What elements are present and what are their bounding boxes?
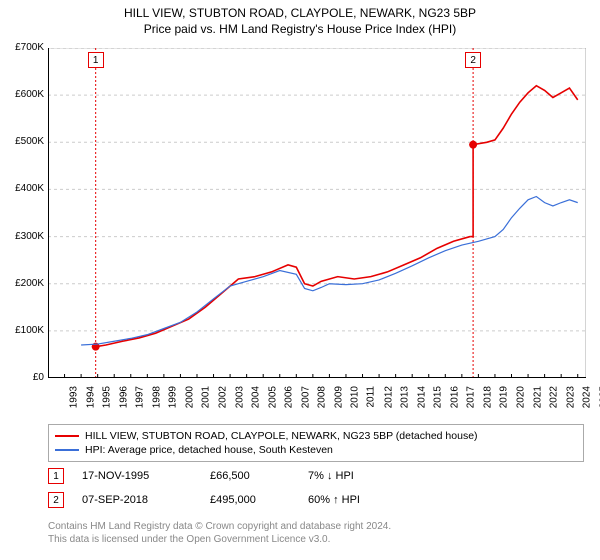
event-marker-1: 1 <box>88 52 104 68</box>
legend-label-property: HILL VIEW, STUBTON ROAD, CLAYPOLE, NEWAR… <box>85 430 478 442</box>
x-tick-label: 2012 <box>383 386 394 408</box>
title-block: HILL VIEW, STUBTON ROAD, CLAYPOLE, NEWAR… <box>0 0 600 36</box>
chart-container: HILL VIEW, STUBTON ROAD, CLAYPOLE, NEWAR… <box>0 0 600 560</box>
x-tick-label: 2011 <box>365 386 376 408</box>
x-tick-label: 2009 <box>333 386 344 408</box>
x-tick-label: 1995 <box>101 386 112 408</box>
sales-block: 1 17-NOV-1995 £66,500 7% ↓ HPI 2 07-SEP-… <box>48 464 408 512</box>
title-subtitle: Price paid vs. HM Land Registry's House … <box>0 22 600 36</box>
y-tick-label: £200K <box>0 278 44 289</box>
x-tick-label: 2018 <box>482 386 493 408</box>
x-tick-label: 2015 <box>432 386 443 408</box>
x-tick-label: 2023 <box>565 386 576 408</box>
footer-line2: This data is licensed under the Open Gov… <box>48 533 391 546</box>
x-tick-label: 2007 <box>300 386 311 408</box>
sale-date-2: 07-SEP-2018 <box>82 494 192 506</box>
legend-swatch-hpi <box>55 449 79 451</box>
x-tick-label: 2004 <box>250 386 261 408</box>
footer-line1: Contains HM Land Registry data © Crown c… <box>48 520 391 533</box>
sale-row-2: 2 07-SEP-2018 £495,000 60% ↑ HPI <box>48 488 408 512</box>
legend-row-property: HILL VIEW, STUBTON ROAD, CLAYPOLE, NEWAR… <box>55 429 577 443</box>
sale-hpi-1: 7% ↓ HPI <box>308 470 408 482</box>
title-address: HILL VIEW, STUBTON ROAD, CLAYPOLE, NEWAR… <box>0 6 600 20</box>
y-tick-label: £100K <box>0 325 44 336</box>
y-tick-label: £400K <box>0 183 44 194</box>
x-tick-label: 2020 <box>515 386 526 408</box>
chart-area: £0£100K£200K£300K£400K£500K£600K£700K 19… <box>48 48 586 378</box>
x-tick-label: 1994 <box>85 386 96 408</box>
sale-marker-2: 2 <box>48 492 64 508</box>
y-tick-label: £500K <box>0 136 44 147</box>
x-tick-label: 2022 <box>548 386 559 408</box>
x-tick-label: 1998 <box>151 386 162 408</box>
x-tick-label: 2014 <box>416 386 427 408</box>
x-tick-label: 1997 <box>134 386 145 408</box>
sale-price-2: £495,000 <box>210 494 290 506</box>
legend-label-hpi: HPI: Average price, detached house, Sout… <box>85 444 333 456</box>
chart-svg <box>48 48 586 378</box>
event-marker-2: 2 <box>465 52 481 68</box>
x-tick-label: 2017 <box>466 386 477 408</box>
x-tick-label: 2013 <box>399 386 410 408</box>
sale-row-1: 1 17-NOV-1995 £66,500 7% ↓ HPI <box>48 464 408 488</box>
x-tick-label: 1996 <box>118 386 129 408</box>
x-tick-label: 2016 <box>449 386 460 408</box>
x-tick-label: 2002 <box>217 386 228 408</box>
x-tick-label: 2001 <box>201 386 212 408</box>
x-tick-label: 2021 <box>532 386 543 408</box>
y-tick-label: £600K <box>0 89 44 100</box>
y-tick-label: £300K <box>0 231 44 242</box>
x-tick-label: 1999 <box>168 386 179 408</box>
legend-row-hpi: HPI: Average price, detached house, Sout… <box>55 443 577 457</box>
sale-hpi-2: 60% ↑ HPI <box>308 494 408 506</box>
x-tick-label: 2000 <box>184 386 195 408</box>
x-tick-label: 2019 <box>499 386 510 408</box>
x-tick-label: 2024 <box>581 386 592 408</box>
y-tick-label: £700K <box>0 42 44 53</box>
x-tick-label: 2010 <box>350 386 361 408</box>
x-tick-label: 2003 <box>234 386 245 408</box>
sale-price-1: £66,500 <box>210 470 290 482</box>
x-tick-label: 2005 <box>267 386 278 408</box>
x-tick-label: 2008 <box>317 386 328 408</box>
y-tick-label: £0 <box>0 372 44 383</box>
x-tick-label: 2006 <box>283 386 294 408</box>
sale-date-1: 17-NOV-1995 <box>82 470 192 482</box>
legend-swatch-property <box>55 435 79 437</box>
x-tick-label: 1993 <box>68 386 79 408</box>
footer-note: Contains HM Land Registry data © Crown c… <box>48 520 391 546</box>
sale-marker-1: 1 <box>48 468 64 484</box>
legend-box: HILL VIEW, STUBTON ROAD, CLAYPOLE, NEWAR… <box>48 424 584 462</box>
